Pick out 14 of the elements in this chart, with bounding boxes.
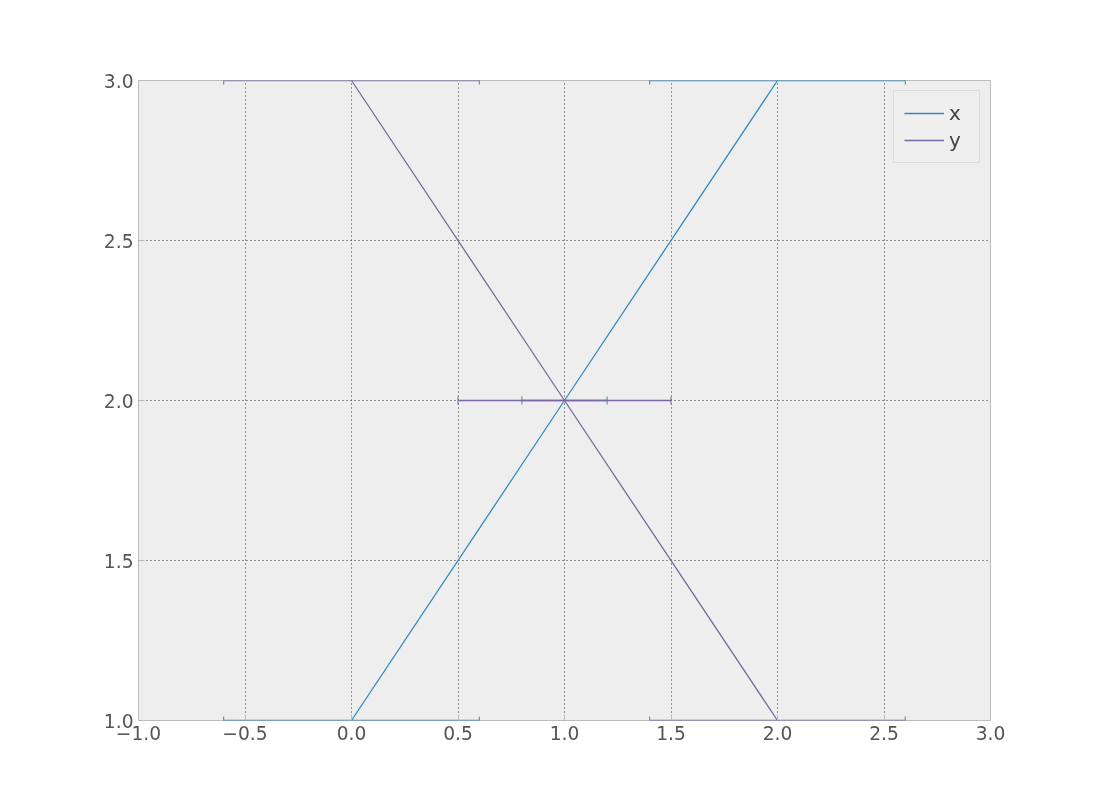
x-tick-label: 0.5: [443, 722, 473, 744]
legend-label: x: [949, 101, 962, 125]
x-tick-label: 3.0: [975, 722, 1006, 744]
x-tick-label: −0.5: [222, 722, 268, 744]
x-tick-label: 2.0: [762, 722, 793, 744]
x-tick-label: 1.5: [656, 722, 686, 744]
y-tick-label: 1.5: [103, 550, 134, 572]
x-tick-label: 1.0: [549, 722, 580, 744]
y-tick-label: 2.5: [103, 230, 134, 252]
x-tick-label: 0.0: [336, 722, 367, 744]
x-tick-label: 2.5: [869, 722, 899, 744]
y-tick-label: 3.0: [103, 70, 134, 92]
y-tick-label: 2.0: [103, 390, 134, 412]
legend-label: y: [949, 128, 962, 152]
